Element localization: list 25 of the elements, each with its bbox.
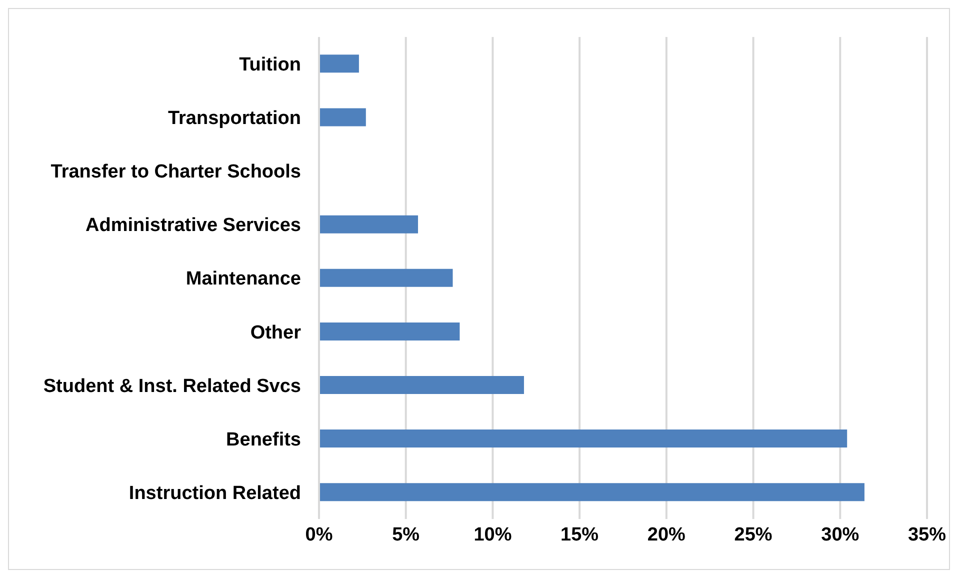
y-tick-label: Maintenance — [186, 268, 301, 290]
y-tick-label: Instruction Related — [128, 482, 301, 504]
x-tick-label: 30% — [821, 524, 860, 546]
x-tick-label: 25% — [734, 524, 772, 546]
bar — [319, 54, 359, 73]
y-tick-label: Transfer to Charter Schools — [50, 162, 301, 183]
bar — [319, 215, 418, 234]
x-tick-label: 10% — [474, 524, 512, 546]
x-tick-label: 0% — [305, 524, 333, 546]
y-tick-label: Transportation — [168, 108, 301, 130]
x-tick-label: 35% — [908, 524, 946, 546]
bar — [319, 108, 366, 126]
bar — [319, 376, 524, 394]
y-tick-label: Administrative Services — [86, 215, 301, 236]
x-tick-label: 5% — [392, 524, 420, 546]
bar — [319, 430, 848, 448]
bar — [319, 268, 453, 287]
bar — [319, 483, 864, 502]
y-tick-label: Tuition — [239, 54, 301, 76]
x-tick-label: 15% — [560, 524, 599, 546]
y-tick-label: Benefits — [226, 429, 301, 450]
y-tick-label: Other — [250, 322, 302, 344]
bar — [319, 322, 460, 340]
x-tick-label: 20% — [647, 524, 686, 546]
y-tick-label: Student & Inst. Related Svcs — [43, 376, 301, 397]
